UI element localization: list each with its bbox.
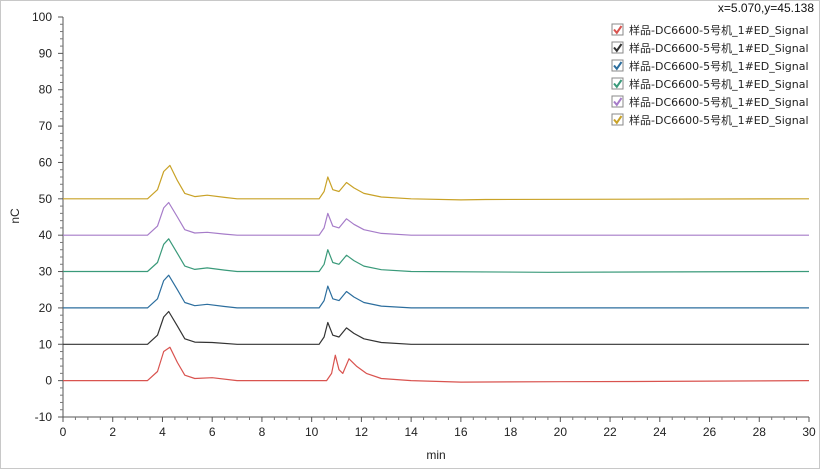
- checkmark-icon: [613, 61, 623, 71]
- checkmark-icon: [613, 25, 623, 35]
- x-tick-label: 24: [653, 425, 667, 439]
- legend-item-3[interactable]: 样品-DC6600-5号机_1#ED_Signal: [611, 59, 809, 73]
- legend-label: 样品-DC6600-5号机_1#ED_Signal: [629, 95, 809, 109]
- x-tick-label: 4: [159, 425, 166, 439]
- y-tick-label: 90: [39, 46, 53, 60]
- cursor-readout: x=5.070,y=45.138: [718, 1, 814, 15]
- legend-item-2[interactable]: 样品-DC6600-5号机_1#ED_Signal: [611, 41, 809, 55]
- x-tick-label: 14: [404, 425, 418, 439]
- x-tick-label: 0: [60, 425, 67, 439]
- x-tick-label: 20: [554, 425, 568, 439]
- checkmark-icon: [613, 115, 623, 125]
- series-line-4: [63, 238, 810, 273]
- y-tick-label: 100: [32, 10, 52, 24]
- legend-label: 样品-DC6600-5号机_1#ED_Signal: [629, 59, 809, 73]
- legend-label: 样品-DC6600-5号机_1#ED_Signal: [629, 113, 809, 127]
- x-axis-title: min: [426, 448, 445, 462]
- axes: 0 2 4 6 8 10 12 14 16 18 20 22 24 26 28 30-100102030405…: [32, 10, 816, 439]
- legend-label: 样品-DC6600-5号机_1#ED_Signal: [629, 77, 809, 91]
- x-tick-label: 16: [454, 425, 468, 439]
- x-tick-label: 22: [603, 425, 617, 439]
- y-tick-label: 60: [39, 155, 53, 169]
- legend-label: 样品-DC6600-5号机_1#ED_Signal: [629, 23, 809, 37]
- series-line-5: [63, 201, 809, 236]
- y-tick-label: 30: [39, 265, 53, 279]
- x-tick-label: 12: [355, 425, 369, 439]
- series-line-2: [63, 310, 809, 345]
- y-tick-label: 70: [39, 119, 53, 133]
- y-tick-label: 0: [45, 374, 52, 388]
- series-layer: [63, 164, 810, 383]
- x-tick-label: 26: [703, 425, 717, 439]
- y-axis-title: nC: [8, 208, 22, 224]
- series-line-3: [63, 274, 809, 309]
- legend-checkbox[interactable]: [611, 95, 624, 108]
- y-tick-label: -10: [35, 410, 53, 424]
- x-tick-label: 18: [504, 425, 518, 439]
- y-tick-label: 10: [39, 337, 53, 351]
- legend-checkbox[interactable]: [611, 77, 624, 90]
- series-line-6: [63, 164, 810, 201]
- legend-item-6[interactable]: 样品-DC6600-5号机_1#ED_Signal: [611, 113, 809, 127]
- legend-item-5[interactable]: 样品-DC6600-5号机_1#ED_Signal: [611, 95, 809, 109]
- x-tick-label: 8: [259, 425, 266, 439]
- checkmark-icon: [613, 79, 623, 89]
- y-tick-label: 40: [39, 228, 53, 242]
- y-tick-label: 20: [39, 301, 53, 315]
- legend-item-4[interactable]: 样品-DC6600-5号机_1#ED_Signal: [611, 77, 809, 91]
- legend-item-1[interactable]: 样品-DC6600-5号机_1#ED_Signal: [611, 23, 809, 37]
- x-tick-label: 10: [305, 425, 319, 439]
- checkmark-icon: [613, 43, 623, 53]
- legend-checkbox[interactable]: [611, 59, 624, 72]
- x-tick-label: 30: [802, 425, 816, 439]
- legend-label: 样品-DC6600-5号机_1#ED_Signal: [629, 41, 809, 55]
- legend-checkbox[interactable]: [611, 113, 624, 126]
- legend-checkbox[interactable]: [611, 23, 624, 36]
- x-tick-label: 2: [109, 425, 116, 439]
- x-tick-label: 28: [753, 425, 767, 439]
- x-tick-label: 6: [209, 425, 216, 439]
- y-tick-label: 80: [39, 83, 53, 97]
- legend-checkbox[interactable]: [611, 41, 624, 54]
- y-tick-label: 50: [39, 192, 53, 206]
- series-line-1: [63, 346, 810, 383]
- legend[interactable]: 样品-DC6600-5号机_1#ED_Signal 样品-DC6600-5号机_1…: [611, 23, 809, 127]
- checkmark-icon: [613, 97, 623, 107]
